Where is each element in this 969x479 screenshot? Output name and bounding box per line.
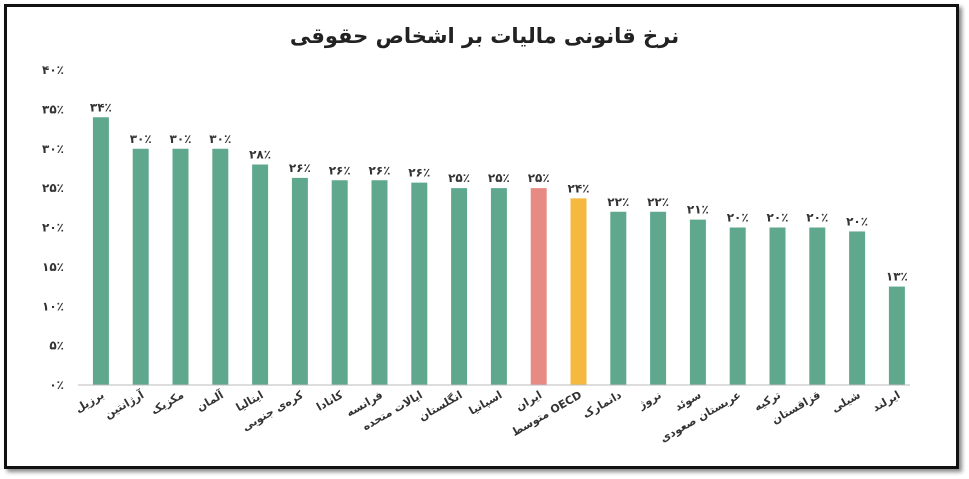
bar: [331, 180, 348, 385]
chart-title: نرخ قانونی مالیات بر اشخاص حقوقی: [289, 24, 680, 48]
bar: [92, 117, 109, 385]
bar: [132, 148, 149, 385]
category-label: برزیل: [73, 388, 107, 415]
category-label: نروژ: [635, 388, 663, 412]
chart-frame: [4, 4, 959, 469]
bar: [411, 182, 428, 385]
data-label: ۲۰٪: [727, 211, 749, 225]
data-label: ۲۲٪: [607, 195, 629, 209]
bar: [610, 211, 627, 385]
y-tick-label: ۳۵٪: [42, 102, 64, 116]
data-label: ۲۴٪: [568, 181, 590, 195]
bar: [490, 188, 507, 385]
bar: [172, 148, 189, 385]
bar: [212, 148, 229, 385]
bar: [570, 198, 587, 385]
data-label: ۲۰٪: [767, 211, 789, 225]
bar: [888, 286, 905, 385]
category-label: اسپانیا: [467, 388, 505, 417]
data-label: ۲۱٪: [687, 203, 709, 217]
bar: [371, 180, 388, 385]
data-label: ۲۰٪: [846, 214, 868, 228]
y-tick-label: ۱۰٪: [42, 299, 64, 313]
category-label: شیلی: [829, 388, 862, 415]
data-label: ۲۵٪: [488, 171, 510, 185]
bar: [769, 227, 786, 385]
data-label: ۳۴٪: [90, 100, 112, 114]
data-label: ۲۵٪: [528, 171, 550, 185]
bar: [291, 177, 308, 385]
data-label: ۲۶٪: [329, 163, 351, 177]
y-tick-label: ۵٪: [49, 339, 64, 353]
bar: [530, 188, 547, 385]
bar: [650, 211, 667, 385]
category-label: انگلستان: [417, 388, 465, 423]
category-label: دانمارک: [580, 388, 624, 421]
bar: [689, 219, 706, 385]
bars: ۳۴٪ ۳۰٪ ۳۰٪ ۳۰٪ ۲۸٪ ۲۶٪ ۲۶٪ ۲۶٪ ۲۶٪ ۲۵٪ ۲۵٪ ۲۵٪ ۲۴٪ ۲…: [90, 100, 908, 385]
data-label: ۲۸٪: [249, 148, 271, 162]
y-axis: ۰٪ ۵٪ ۱۰٪ ۱۵٪ ۲۰٪ ۲۵٪ ۳۰٪ ۳۵٪ ۴۰٪: [42, 63, 64, 392]
y-tick-label: ۲۰٪: [42, 221, 64, 235]
bar: [451, 188, 468, 385]
bar: [809, 227, 826, 385]
category-label: مکزیک: [149, 388, 186, 417]
category-label: آلمان: [194, 387, 226, 414]
bar: [252, 164, 269, 385]
category-label: ایرلند: [870, 388, 902, 414]
data-label: ۳۰٪: [130, 132, 152, 146]
data-label: ۲۶٪: [289, 161, 311, 175]
category-label: کانادا: [314, 388, 345, 414]
data-label: ۲۶٪: [408, 166, 430, 180]
data-label: ۳۰٪: [209, 132, 231, 146]
data-label: ۲۶٪: [369, 163, 391, 177]
data-label: ۳۰٪: [170, 132, 192, 146]
y-tick-label: ۱۵٪: [42, 260, 64, 274]
y-tick-label: ۴۰٪: [42, 63, 64, 77]
data-label: ۲۲٪: [647, 195, 669, 209]
y-tick-label: ۳۰٪: [42, 142, 64, 156]
category-label: آرژانتین: [102, 387, 147, 421]
category-label: متوسط OECD: [509, 388, 584, 439]
data-label: ۱۳٪: [886, 270, 908, 284]
y-tick-label: ۰٪: [49, 378, 64, 392]
data-label: ۲۰٪: [806, 211, 828, 225]
data-label: ۲۵٪: [448, 171, 470, 185]
bar: [849, 231, 866, 385]
y-tick-label: ۲۵٪: [42, 181, 64, 195]
bar: [729, 227, 746, 385]
